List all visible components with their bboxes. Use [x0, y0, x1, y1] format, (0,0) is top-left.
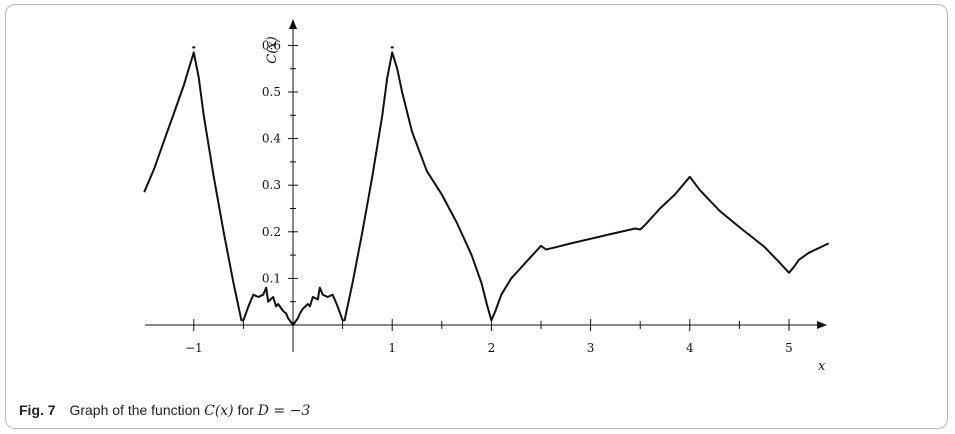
y-tick-label: 0.4 — [262, 132, 281, 146]
x-tick-label: 3 — [587, 341, 595, 355]
x-tick-label: 5 — [785, 341, 793, 355]
peak-marker — [192, 46, 196, 49]
x-tick-label: 1 — [388, 341, 396, 355]
x-tick-label: 2 — [488, 341, 496, 355]
axes — [145, 19, 827, 352]
y-tick-label: 0.1 — [262, 271, 281, 285]
figure-frame — [5, 4, 948, 429]
series-line — [143, 51, 830, 326]
y-tick-label: 0.5 — [262, 85, 281, 99]
y-tick-label: 0.6 — [262, 38, 281, 52]
tick-labels: −1 1 2 3 4 5 0.1 0.2 0.3 0.4 0.5 0.6 — [185, 38, 793, 355]
ticks — [193, 44, 790, 331]
caption-prefix: Graph of the function — [69, 402, 201, 418]
x-tick-label: −1 — [185, 341, 203, 355]
markers — [192, 46, 394, 49]
caption-condition: D = −3 — [257, 403, 311, 419]
x-axis-label: x — [818, 359, 826, 374]
caption-mid: for — [237, 402, 254, 418]
figure-caption: Fig. 7 Graph of the function C(x) for D … — [19, 402, 310, 419]
y-axis-label: C(x) — [265, 36, 280, 63]
y-tick-label: 0.2 — [262, 225, 281, 239]
figure-number: Fig. 7 — [19, 402, 56, 418]
x-tick-label: 4 — [686, 341, 694, 355]
peak-marker — [390, 46, 394, 49]
y-tick-label: 0.3 — [262, 178, 281, 192]
caption-function: C(x) — [204, 403, 234, 419]
series-group — [143, 51, 830, 326]
